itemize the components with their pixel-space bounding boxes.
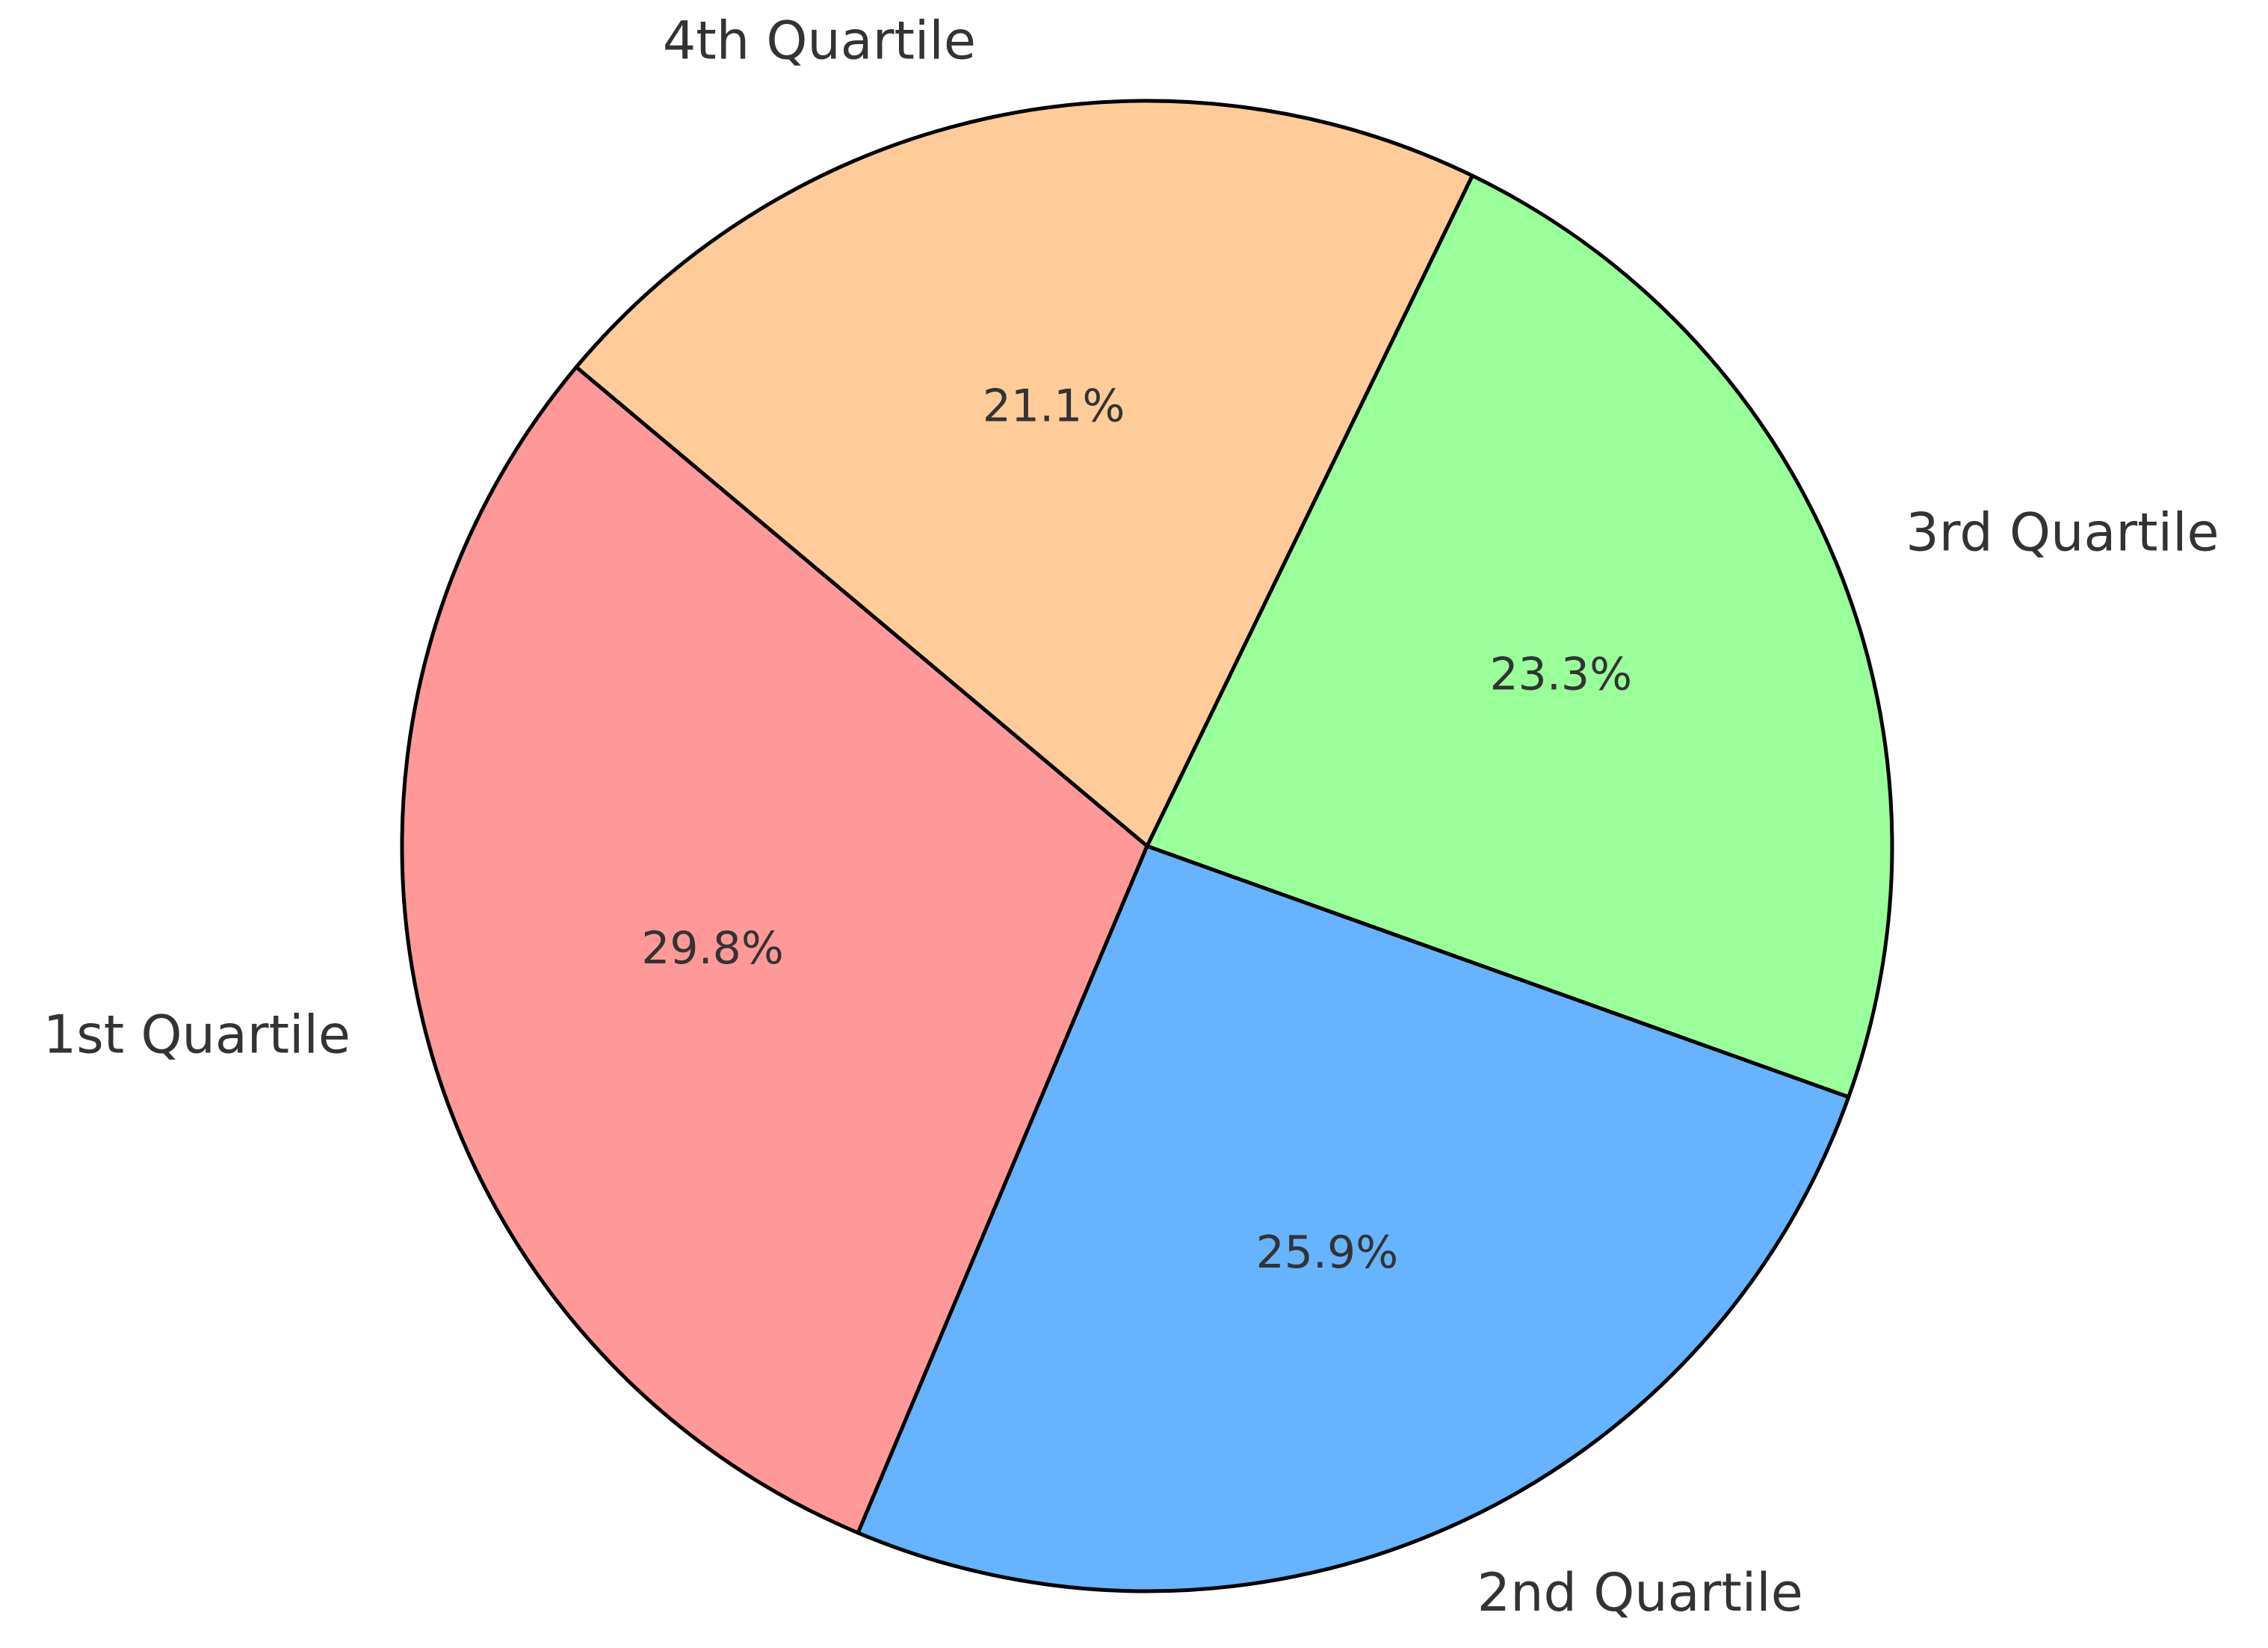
slice-label: 2nd Quartile: [1477, 1562, 1803, 1623]
slice-label: 4th Quartile: [663, 10, 976, 72]
pie-slice: [1145, 173, 1894, 1099]
slice-label: 3rd Quartile: [1906, 502, 2219, 563]
percent-label: 25.9%: [1256, 1226, 1399, 1279]
percent-label: 23.3%: [1489, 648, 1632, 700]
percent-label: 29.8%: [641, 922, 784, 975]
pie-slice: [574, 99, 1474, 848]
slice-label: 1st Quartile: [43, 1004, 350, 1066]
pie-slice: [856, 844, 1851, 1593]
percent-label: 21.1%: [983, 380, 1125, 433]
pie-slice: [400, 365, 1149, 1535]
